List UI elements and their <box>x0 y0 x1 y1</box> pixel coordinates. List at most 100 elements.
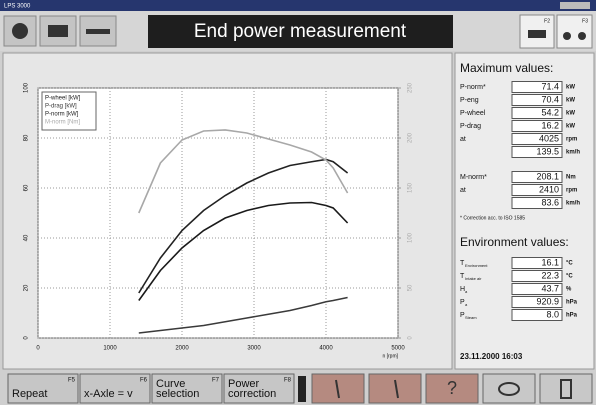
value: 54.2 <box>541 107 559 117</box>
x-tick-label: 3000 <box>247 346 261 352</box>
row-label: at <box>460 136 466 143</box>
function-button[interactable] <box>79 373 151 404</box>
y-tick-label: 0 <box>24 336 30 340</box>
icon <box>498 382 520 396</box>
value: 2410 <box>539 184 559 194</box>
unit: km/h <box>566 150 580 156</box>
icon <box>563 32 571 40</box>
unit: km/h <box>566 201 580 207</box>
row-label: P <box>460 312 465 319</box>
icon <box>48 25 68 37</box>
window-controls[interactable] <box>560 2 590 9</box>
button-label: Curve <box>156 378 185 390</box>
unit: kW <box>566 111 575 117</box>
value-box <box>511 107 563 119</box>
tool-button[interactable] <box>482 373 536 404</box>
button-label: selection <box>156 388 199 400</box>
value-box <box>511 257 563 269</box>
row-label: at <box>460 187 466 194</box>
value: 208.1 <box>536 171 559 181</box>
row-label: P <box>460 299 465 306</box>
value: 22.3 <box>541 270 559 280</box>
indicator <box>298 376 306 402</box>
series-line <box>138 158 349 294</box>
legend <box>41 91 97 131</box>
x-tick-label: 2000 <box>175 346 189 352</box>
y2-tick-label: 150 <box>408 182 414 193</box>
value-rows: P-norm* 71.4 kW P-eng 70.4 kW P-wheel 54.2 kW P-d… <box>460 81 580 321</box>
row-label: T <box>460 273 465 280</box>
unit: hPa <box>566 313 578 319</box>
y-tick-label: 20 <box>24 284 30 291</box>
unit: °C <box>566 261 573 267</box>
tool-buttons: ? <box>311 373 593 404</box>
x-axis-label: n [rpm] <box>382 353 398 359</box>
icon-button[interactable] <box>3 15 37 47</box>
row-label: P-norm* <box>460 84 486 91</box>
row-label: T <box>460 260 465 267</box>
unit: °C <box>566 274 573 280</box>
series-line <box>138 296 348 334</box>
legend-entry: M-norm [Nm] <box>45 120 80 126</box>
title-panel <box>148 15 453 48</box>
key-label: F6 <box>140 378 148 384</box>
icon: ? <box>447 378 457 398</box>
value-box <box>511 133 563 145</box>
value: 71.4 <box>541 81 559 91</box>
section-title: Maximum values: <box>460 61 553 75</box>
legend-entry: P-wheel [kW] <box>45 96 81 102</box>
button-label: Repeat <box>12 388 47 400</box>
unit: kW <box>566 85 575 91</box>
value-box <box>511 296 563 308</box>
value-box <box>511 94 563 106</box>
x-tick-label: 1000 <box>103 346 117 352</box>
y2-tick-label: 200 <box>408 132 414 143</box>
y2-tick-label: 100 <box>408 232 414 243</box>
key-label: F2 <box>544 18 550 24</box>
series-line <box>138 201 349 301</box>
value: 8.0 <box>546 309 559 319</box>
key-label: F3 <box>582 18 588 24</box>
key-label: F7 <box>212 378 220 384</box>
row-label: M-norm* <box>460 174 487 181</box>
icon-button[interactable] <box>556 14 593 49</box>
function-button[interactable] <box>7 373 79 404</box>
function-button[interactable] <box>223 373 295 404</box>
value-box <box>511 146 563 158</box>
button-label: x-Axle = v <box>84 388 133 400</box>
value: 139.5 <box>536 146 559 156</box>
tool-button[interactable] <box>368 373 422 404</box>
key-label: F8 <box>284 378 292 384</box>
row-label-sub: Environment <box>465 263 488 268</box>
value: 43.7 <box>541 283 559 293</box>
series-line <box>138 129 349 214</box>
row-label-sub: Steam <box>465 315 477 320</box>
function-button[interactable] <box>151 373 223 404</box>
legend-entry: P-drag [kW] <box>45 104 77 110</box>
icon <box>528 30 546 38</box>
legend-entry: P-norm [kW] <box>45 112 79 118</box>
y2-tick-label: 250 <box>408 82 414 93</box>
unit: kW <box>566 98 575 104</box>
row-label-sub: a <box>465 302 468 307</box>
row-label: P-wheel <box>460 110 486 117</box>
section-title: Environment values: <box>460 235 569 249</box>
value: 70.4 <box>541 94 559 104</box>
header-icons <box>3 15 117 47</box>
value-box <box>511 184 563 196</box>
chart: 0 1000 2000 3000 4000 50000204060801000501001… <box>24 82 414 359</box>
value: 920.9 <box>536 296 559 306</box>
y-tick-label: 60 <box>24 184 30 191</box>
y-tick-label: 80 <box>24 134 30 141</box>
unit: % <box>566 287 572 293</box>
value-box <box>511 197 563 209</box>
x-tick-label: 5000 <box>391 346 405 352</box>
unit: rpm <box>566 188 577 194</box>
tool-button[interactable] <box>425 373 479 404</box>
y2-tick-label: 50 <box>408 284 414 291</box>
x-tick-label: 0 <box>36 346 40 352</box>
row-label-sub: Intake air <box>465 276 482 281</box>
value: 83.6 <box>541 197 559 207</box>
timestamp: 23.11.2000 16:03 <box>460 352 523 361</box>
x-tick-label: 4000 <box>319 346 333 352</box>
